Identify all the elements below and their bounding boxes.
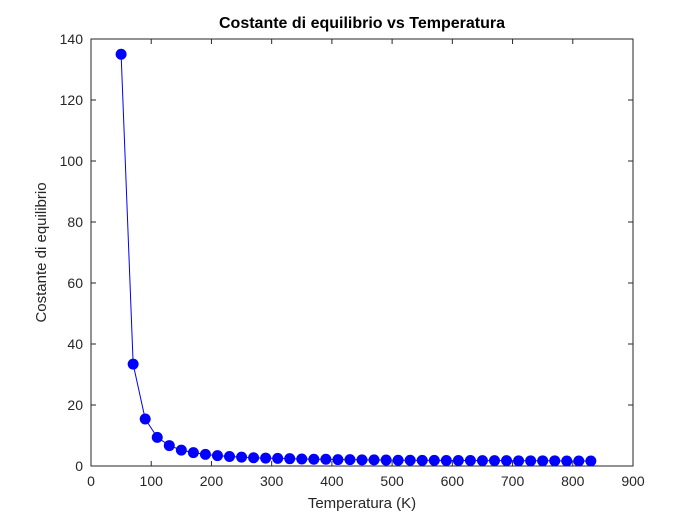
x-tick-label: 500: [380, 473, 404, 489]
x-tick-label: 600: [441, 473, 465, 489]
data-point: [380, 454, 392, 466]
data-point: [199, 448, 211, 460]
data-point: [151, 431, 163, 443]
data-point: [332, 454, 344, 466]
data-point: [573, 455, 585, 467]
data-point: [476, 455, 488, 467]
data-point: [320, 453, 332, 465]
axis-ticks: 0 100 200 300 400 500 600 700 800 900 0 20 40 60 80 100…: [60, 31, 645, 489]
data-point: [224, 451, 236, 463]
data-point: [501, 455, 513, 467]
x-tick-label: 700: [501, 473, 525, 489]
chart-title: Costante di equilibrio vs Temperatura: [219, 15, 505, 32]
data-point: [549, 455, 561, 467]
data-point: [513, 455, 525, 467]
y-tick-label: 80: [67, 214, 83, 230]
data-point: [525, 455, 537, 467]
x-tick-label: 200: [200, 473, 224, 489]
data-point: [175, 444, 187, 456]
data-point: [356, 454, 368, 466]
series-layer: [115, 48, 597, 467]
data-point: [248, 452, 260, 464]
data-point: [585, 455, 597, 467]
data-point: [296, 453, 308, 465]
x-tick-label: 100: [140, 473, 164, 489]
y-tick-label: 120: [60, 92, 84, 108]
data-point: [392, 454, 404, 466]
data-point: [464, 455, 476, 467]
data-point: [561, 455, 573, 467]
x-tick-label: 400: [320, 473, 344, 489]
y-axis-title: Costante di equilibrio: [33, 182, 50, 322]
y-tick-label: 60: [67, 275, 83, 291]
x-tick-label: 900: [621, 473, 645, 489]
data-point: [127, 358, 139, 370]
plot-area: [90, 38, 634, 467]
data-point: [139, 413, 151, 425]
x-tick-label: 0: [87, 473, 95, 489]
data-point: [272, 452, 284, 464]
y-tick-label: 140: [60, 31, 84, 47]
data-point: [416, 454, 428, 466]
data-point: [211, 450, 223, 462]
data-point: [260, 452, 272, 464]
data-point: [115, 48, 127, 60]
data-point: [404, 454, 416, 466]
data-point: [236, 451, 248, 463]
data-point: [537, 455, 549, 467]
x-tick-label: 300: [260, 473, 284, 489]
data-point: [440, 455, 452, 467]
data-point: [284, 453, 296, 465]
x-axis-title: Temperatura (K): [308, 495, 416, 512]
x-tick-label: 800: [561, 473, 585, 489]
data-point: [368, 454, 380, 466]
data-point: [452, 455, 464, 467]
y-tick-label: 0: [75, 458, 83, 474]
data-point: [308, 453, 320, 465]
data-point: [428, 454, 440, 466]
y-tick-label: 40: [67, 336, 83, 352]
data-point: [163, 440, 175, 452]
y-tick-label: 20: [67, 397, 83, 413]
data-point: [488, 455, 500, 467]
data-point: [344, 454, 356, 466]
y-tick-label: 100: [60, 153, 84, 169]
data-point: [187, 447, 199, 459]
series-line: [120, 54, 591, 462]
